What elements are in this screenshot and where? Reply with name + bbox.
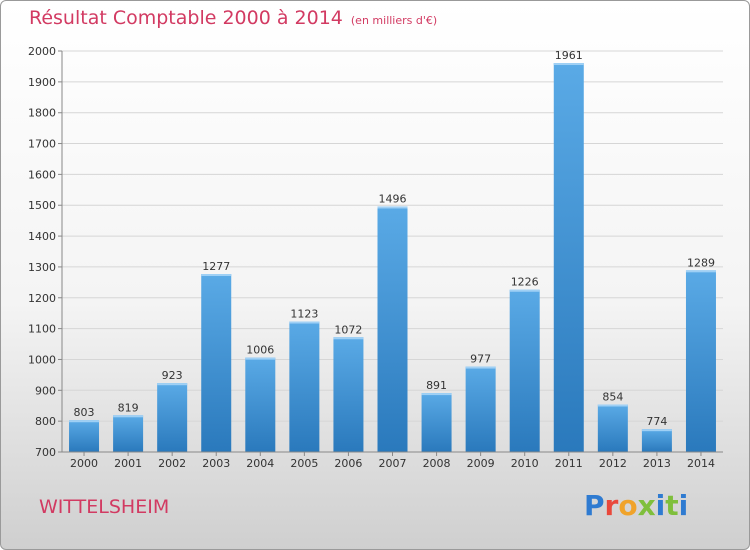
bars: 803 819 923 1277 1006 1123 1072 1496 891 977 1226 1… — [69, 49, 716, 452]
bar-2002 — [157, 383, 188, 452]
y-tick-label: 1000 — [28, 353, 56, 366]
bar-top-highlight — [333, 337, 364, 340]
bar-value-label: 774 — [646, 415, 667, 428]
bar-2005 — [289, 321, 320, 452]
y-tick-label: 1900 — [28, 76, 56, 89]
x-axis-ticks: 2000 2001 2002 2003 2004 2005 2006 2007 2008 2009… — [70, 452, 715, 470]
bar-top-highlight — [553, 63, 584, 66]
y-tick-label: 1800 — [28, 107, 56, 120]
x-tick-label: 2003 — [202, 457, 230, 470]
x-tick-label: 2013 — [643, 457, 671, 470]
bar-2012 — [597, 404, 628, 452]
bar-top-highlight — [157, 383, 188, 386]
bar-2000 — [69, 420, 100, 452]
x-tick-label: 2007 — [379, 457, 407, 470]
bar-top-highlight — [465, 366, 496, 369]
bar-value-label: 923 — [162, 369, 183, 382]
x-tick-label: 2004 — [246, 457, 274, 470]
bar-2001 — [113, 415, 144, 452]
bar-top-highlight — [289, 321, 320, 324]
bar-top-highlight — [597, 404, 628, 407]
y-tick-label: 2000 — [28, 45, 56, 58]
bar-2009 — [465, 366, 496, 452]
x-tick-label: 2012 — [599, 457, 627, 470]
bar-value-label: 891 — [426, 379, 447, 392]
bar-top-highlight — [685, 270, 716, 273]
bar-2014 — [685, 270, 716, 452]
bar-2013 — [641, 429, 672, 452]
x-tick-label: 2009 — [467, 457, 495, 470]
x-tick-label: 2001 — [114, 457, 142, 470]
logo-letter: t — [665, 489, 679, 522]
bar-top-highlight — [421, 393, 452, 396]
bar-value-label: 1226 — [511, 276, 539, 289]
x-tick-label: 2005 — [290, 457, 318, 470]
bar-value-label: 819 — [118, 401, 139, 414]
bar-top-highlight — [377, 206, 408, 209]
bar-top-highlight — [113, 415, 144, 418]
y-tick-label: 900 — [35, 384, 56, 397]
bar-value-label: 1006 — [246, 344, 274, 357]
bar-2007 — [377, 206, 408, 452]
bar-top-highlight — [509, 289, 540, 292]
y-tick-label: 1200 — [28, 292, 56, 305]
y-tick-label: 1500 — [28, 199, 56, 212]
x-tick-label: 2008 — [423, 457, 451, 470]
bar-value-label: 1496 — [379, 192, 407, 205]
x-tick-label: 2011 — [555, 457, 583, 470]
y-tick-label: 700 — [35, 446, 56, 459]
bar-2006 — [333, 337, 364, 452]
logo-letter: i — [655, 489, 666, 522]
bar-value-label: 1961 — [555, 49, 583, 62]
bar-2008 — [421, 393, 452, 452]
logo-letter: P — [584, 489, 605, 522]
y-tick-label: 1300 — [28, 261, 56, 274]
y-tick-label: 1400 — [28, 230, 56, 243]
x-tick-label: 2010 — [511, 457, 539, 470]
bar-value-label: 1123 — [290, 308, 318, 321]
bar-2011 — [553, 63, 584, 452]
y-tick-label: 1700 — [28, 138, 56, 151]
bar-value-label: 1072 — [334, 323, 362, 336]
bar-top-highlight — [245, 357, 276, 360]
y-axis-ticks: 700 800 900 1000 1100 1200 1300 1400 1500 1600 170… — [28, 45, 62, 459]
bar-value-label: 803 — [74, 406, 95, 419]
logo-letter: o — [618, 489, 638, 522]
y-tick-label: 1600 — [28, 168, 56, 181]
city-name: WITTELSHEIM — [39, 496, 170, 518]
x-tick-label: 2014 — [687, 457, 715, 470]
bar-value-label: 854 — [602, 390, 623, 403]
x-tick-label: 2006 — [334, 457, 362, 470]
x-tick-label: 2000 — [70, 457, 98, 470]
chart-title: Résultat Comptable 2000 à 2014 (en millie… — [29, 7, 437, 29]
bar-2010 — [509, 289, 540, 452]
x-tick-label: 2002 — [158, 457, 186, 470]
logo-letter: x — [637, 489, 656, 522]
bar-top-highlight — [201, 274, 232, 277]
bar-top-highlight — [641, 429, 672, 432]
y-tick-label: 800 — [35, 415, 56, 428]
bar-value-label: 1289 — [687, 256, 715, 269]
bar-value-label: 1277 — [202, 260, 230, 273]
bar-2004 — [245, 357, 276, 452]
y-tick-label: 1100 — [28, 323, 56, 336]
logo-letter: r — [604, 489, 619, 522]
logo-letter: i — [678, 489, 689, 522]
chart-unit: (en milliers d'€) — [350, 14, 438, 27]
bar-value-label: 977 — [470, 353, 491, 366]
bar-2003 — [201, 274, 232, 452]
bar-top-highlight — [69, 420, 100, 423]
chart-title-text: Résultat Comptable 2000 à 2014 — [29, 7, 343, 29]
proxiti-logo: Proxiti — [584, 489, 688, 522]
